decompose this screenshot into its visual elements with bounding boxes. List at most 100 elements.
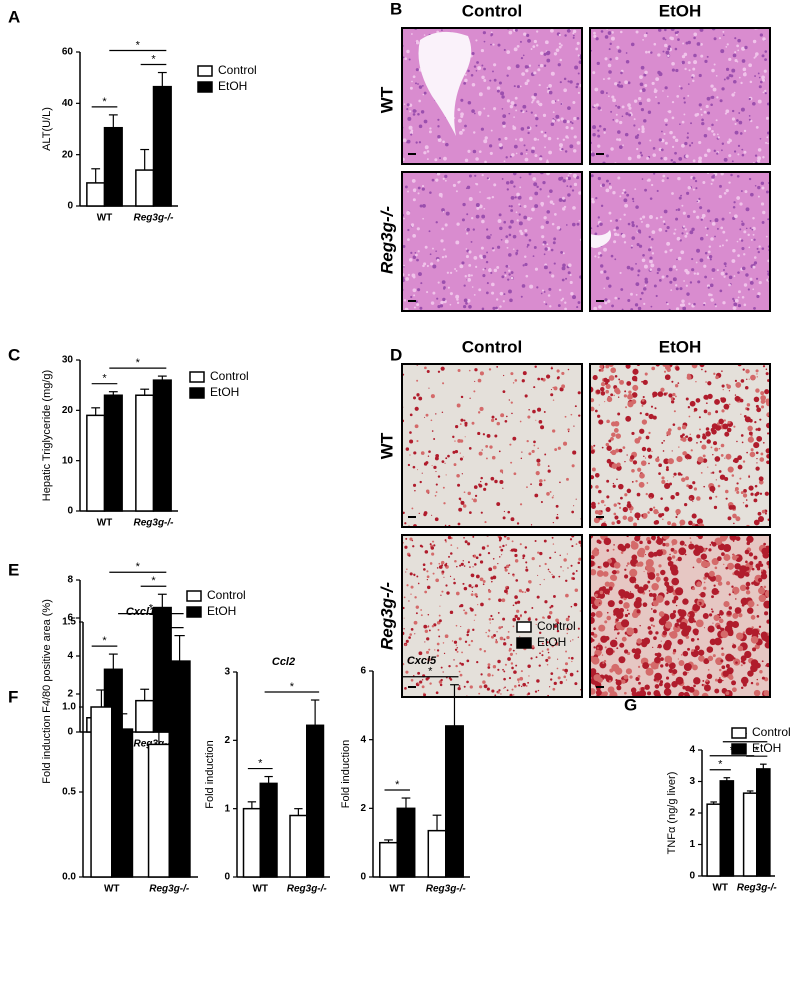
nucleus [761, 202, 764, 205]
nucleus [724, 79, 726, 81]
nucleus [622, 105, 625, 108]
lipid-droplet [692, 514, 697, 519]
nucleus [655, 77, 659, 81]
lipid-droplet [443, 642, 445, 644]
lipid-droplet [519, 589, 522, 592]
lipid-droplet [492, 456, 496, 460]
nucleus [680, 250, 684, 254]
lipid-droplet [511, 517, 515, 521]
lipid-droplet [494, 480, 497, 483]
nucleus [697, 280, 700, 283]
lipid-droplet [618, 589, 625, 596]
lipid-droplet [512, 437, 516, 441]
nucleus [670, 289, 672, 291]
lipid-droplet [728, 655, 734, 661]
nucleus [617, 177, 620, 180]
lipid-droplet [578, 414, 580, 416]
nucleus [662, 51, 664, 53]
lipid-droplet [456, 566, 458, 568]
bar [87, 415, 105, 511]
nucleus [513, 185, 515, 187]
lipid-droplet [410, 594, 411, 595]
lipid-droplet [491, 581, 493, 583]
micrograph-content [590, 171, 772, 311]
nucleus [611, 305, 614, 308]
lipid-droplet [435, 495, 437, 497]
nucleus [642, 88, 646, 92]
lipid-droplet [646, 668, 654, 676]
lipid-droplet [623, 602, 630, 609]
lipid-droplet [712, 423, 718, 429]
nucleus [732, 117, 735, 120]
lipid-droplet [661, 480, 665, 484]
lipid-droplet [461, 663, 464, 666]
nucleus [422, 188, 425, 191]
nucleus [430, 253, 432, 255]
lipid-droplet [448, 665, 450, 667]
lipid-droplet [614, 629, 616, 631]
nucleus [546, 51, 550, 55]
lipid-droplet [537, 463, 540, 466]
panel-label: B [390, 0, 402, 18]
lipid-droplet [605, 646, 607, 648]
lipid-droplet [499, 546, 501, 548]
nucleus [695, 180, 697, 182]
lipid-droplet [537, 378, 540, 381]
nucleus [514, 85, 516, 87]
lipid-droplet [432, 625, 434, 627]
lipid-droplet [690, 498, 691, 499]
lipid-droplet [502, 472, 503, 473]
lipid-droplet [527, 682, 529, 684]
nucleus [680, 195, 682, 197]
lipid-droplet [598, 549, 599, 550]
lipid-droplet [552, 537, 554, 539]
lipid-droplet [489, 368, 491, 370]
nucleus [413, 198, 416, 201]
nucleus [672, 146, 674, 148]
nucleus [450, 304, 452, 306]
lipid-droplet [507, 657, 511, 661]
nucleus [491, 32, 493, 34]
nucleus [620, 288, 623, 291]
nucleus [597, 62, 600, 65]
lipid-droplet [709, 571, 715, 577]
lipid-droplet [687, 374, 691, 378]
lipid-droplet [567, 553, 568, 554]
lipid-droplet [624, 394, 627, 397]
nucleus [442, 256, 444, 258]
lipid-droplet [461, 396, 463, 398]
nucleus [600, 109, 602, 111]
lipid-droplet [614, 515, 618, 519]
nucleus [608, 284, 611, 287]
lipid-droplet [478, 484, 480, 486]
nucleus [542, 181, 545, 184]
nucleus [685, 155, 688, 158]
nucleus [535, 117, 538, 120]
nucleus [659, 279, 662, 282]
nucleus [662, 175, 665, 178]
nucleus [572, 206, 576, 210]
y-tick-label: 40 [62, 98, 74, 109]
lipid-droplet [539, 420, 543, 424]
lipid-droplet [728, 421, 731, 424]
lipid-droplet [471, 640, 473, 642]
y-tick-label: 3 [224, 667, 230, 678]
lipid-droplet [433, 438, 435, 440]
lipid-droplet [733, 657, 735, 659]
lipid-droplet [676, 456, 682, 462]
lipid-droplet [437, 567, 439, 569]
nucleus [456, 270, 458, 272]
lipid-droplet [680, 435, 683, 438]
lipid-droplet [431, 553, 434, 556]
nucleus [412, 179, 416, 183]
nucleus [635, 303, 638, 306]
lipid-droplet [435, 456, 439, 460]
lipid-droplet [644, 684, 649, 689]
nucleus [640, 298, 642, 300]
lipid-droplet [746, 582, 751, 587]
lipid-droplet [714, 689, 719, 694]
nucleus [487, 177, 489, 179]
bar [149, 744, 170, 877]
nucleus [635, 263, 637, 265]
lipid-droplet [678, 609, 686, 617]
